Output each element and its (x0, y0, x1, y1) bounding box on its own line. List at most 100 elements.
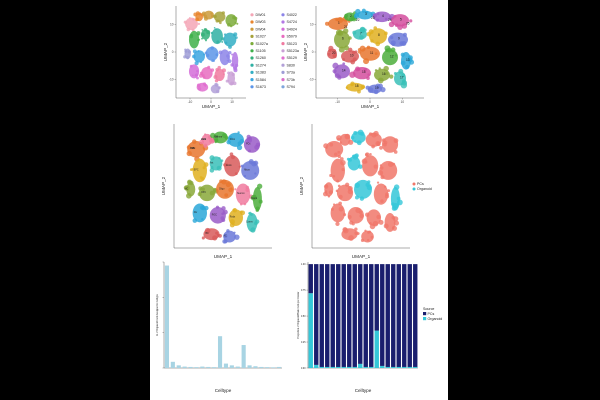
umap-point-cloud (373, 164, 378, 169)
sample-legend-label: S5123a (287, 49, 299, 53)
umap-point-cloud (349, 71, 356, 78)
umap-point-cloud (370, 235, 374, 239)
bar-f-legend-title: Source (423, 307, 434, 311)
umap-point-cloud (407, 55, 413, 61)
umap-point-cloud (370, 39, 374, 43)
bar-e-bar (235, 366, 240, 368)
umap-point-cloud (397, 24, 403, 31)
umap-point-cloud (350, 83, 354, 87)
umap-point-cloud (233, 231, 236, 234)
umap-point-cloud (379, 146, 383, 150)
cluster-number-label: 4 (382, 14, 384, 18)
umap-point-cloud (359, 213, 364, 219)
umap-point-cloud (220, 216, 225, 220)
umap-point-cloud (339, 141, 343, 144)
umap-point-cloud (248, 149, 252, 153)
sample-legend-swatch (281, 85, 285, 89)
bar-e-bar (188, 366, 193, 368)
cluster-number-label: 11 (370, 51, 374, 55)
umap-point-cloud (245, 187, 250, 192)
bar-f-pcs-segment (385, 264, 390, 367)
umap-cluster-blob (382, 49, 398, 66)
umap-point-cloud (368, 230, 372, 234)
umap-point-cloud (236, 22, 239, 25)
umap-point-cloud (332, 62, 339, 69)
umap-point-cloud (214, 82, 218, 87)
umap-point-cloud (373, 89, 379, 95)
umap-point-cloud (354, 227, 358, 231)
umap-point-cloud (361, 85, 365, 89)
umap-point-cloud (196, 69, 199, 73)
umap-point-cloud (212, 235, 218, 241)
bar-f-organoid-segment (385, 366, 390, 368)
bar-f-y-tick-label: 0.75 (301, 290, 306, 292)
celltype-label: RGC (212, 214, 217, 216)
umap-point-cloud (215, 19, 219, 23)
celltype-label: RPE (190, 148, 195, 150)
umap-point-cloud (194, 74, 197, 77)
umap-point-cloud (352, 30, 357, 35)
umap-point-cloud (367, 73, 370, 76)
umap-point-cloud (192, 218, 198, 223)
cluster-number-label: 15 (362, 70, 366, 74)
umap-point-cloud (375, 18, 380, 22)
umap-point-cloud (243, 174, 247, 178)
umap-point-cloud (334, 73, 340, 79)
umap-point-cloud (356, 140, 362, 146)
umap-point-cloud (368, 132, 373, 136)
umap-cluster-y-tick-label: -10 (309, 78, 314, 82)
bar-f-organoid-segment (336, 366, 341, 368)
bar-f-organoid-segment (363, 366, 368, 368)
cluster-number-label: 7 (360, 31, 362, 35)
umap-point-cloud (203, 13, 206, 16)
bar-f-pcs-segment (380, 264, 385, 366)
sample-legend-swatch (250, 56, 254, 60)
umap-point-cloud (322, 191, 328, 197)
bar-f-pcs-segment (341, 264, 346, 367)
umap-point-cloud (184, 48, 187, 51)
umap-cluster-blob (193, 50, 205, 63)
umap-point-cloud (383, 185, 387, 188)
umap-point-cloud (191, 168, 195, 171)
umap-point-cloud (187, 50, 192, 54)
umap-point-cloud (361, 8, 366, 13)
umap-point-cloud (324, 190, 328, 193)
bar-f-organoid-segment (319, 366, 324, 368)
umap-point-cloud (374, 69, 378, 72)
umap-point-cloud (335, 189, 339, 193)
umap-point-cloud (342, 62, 346, 66)
sample-legend-swatch (250, 27, 254, 31)
umap-point-cloud (332, 54, 337, 59)
umap-point-cloud (239, 139, 245, 144)
umap-point-cloud (387, 189, 391, 193)
bar-e-bar (200, 366, 205, 368)
bar-f-pcs-segment (319, 264, 324, 367)
umap-point-cloud (348, 139, 354, 145)
umap-point-cloud (239, 210, 243, 214)
umap-source-y-axis-title: UMAP_2 (299, 176, 304, 195)
umap-point-cloud (224, 135, 229, 140)
umap-point-cloud (377, 170, 384, 176)
cluster-number-label: 25 (406, 21, 410, 25)
umap-point-cloud (336, 179, 340, 183)
sample-legend-swatch (250, 78, 254, 82)
umap-by-celltype (183, 131, 263, 244)
umap-point-cloud (197, 192, 202, 197)
umap-point-cloud (341, 167, 345, 172)
bar-f-legend-swatch (423, 312, 427, 316)
umap-point-cloud (201, 206, 206, 211)
umap-point-cloud (366, 76, 370, 80)
umap-point-cloud (348, 36, 352, 40)
umap-point-cloud (384, 17, 388, 21)
umap-point-cloud (359, 196, 365, 201)
umap-sample-y-axis-title: UMAP_2 (163, 42, 168, 61)
umap-point-cloud (196, 83, 201, 88)
umap-point-cloud (364, 160, 368, 164)
umap-point-cloud (216, 165, 222, 171)
umap-point-cloud (351, 50, 356, 55)
umap-point-cloud (402, 32, 407, 37)
cluster-number-label: 17 (400, 75, 404, 79)
umap-point-cloud (344, 133, 351, 140)
cluster-number-label: 12 (390, 54, 394, 58)
umap-point-cloud (323, 184, 329, 189)
